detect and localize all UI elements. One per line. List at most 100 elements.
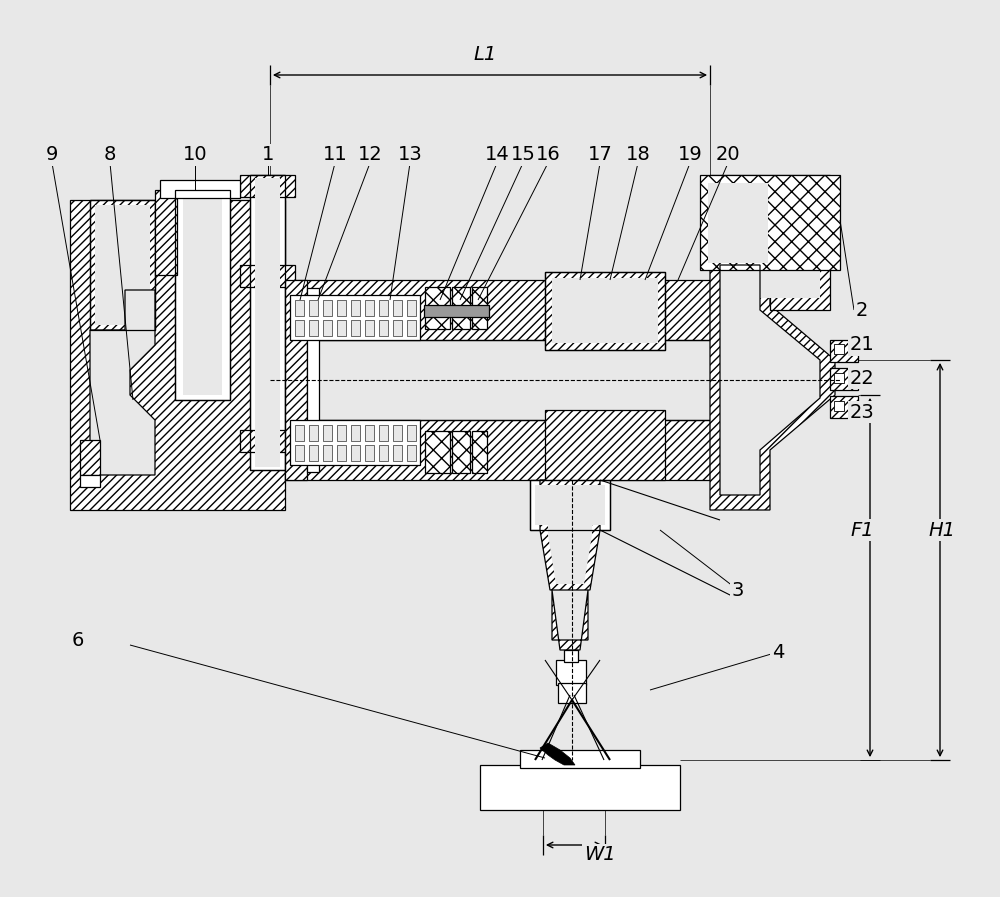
Polygon shape [710, 175, 830, 310]
Text: W1: W1 [584, 846, 616, 865]
Bar [379, 320, 388, 336]
Bar [424, 305, 489, 317]
Text: 22: 22 [850, 369, 874, 388]
Bar [545, 272, 665, 350]
Bar [393, 445, 402, 461]
Bar [95, 205, 150, 325]
Polygon shape [90, 290, 155, 475]
Text: 2: 2 [856, 300, 868, 319]
Bar [295, 425, 304, 441]
Bar [80, 440, 100, 475]
Bar [351, 445, 360, 461]
Bar [700, 175, 840, 270]
Text: 14: 14 [485, 145, 509, 164]
Bar [393, 300, 402, 316]
Bar [285, 280, 710, 340]
Text: 21: 21 [850, 335, 874, 354]
Text: 4: 4 [772, 642, 784, 661]
Bar [564, 650, 578, 662]
Bar [393, 425, 402, 441]
Bar [323, 425, 332, 441]
Text: L1: L1 [473, 46, 497, 65]
Text: 6: 6 [72, 631, 84, 649]
Bar [556, 660, 586, 685]
Bar [290, 295, 420, 340]
Bar [337, 425, 346, 441]
Bar [830, 396, 858, 418]
Bar [558, 683, 586, 703]
Bar [530, 480, 610, 530]
Bar [309, 300, 318, 316]
Polygon shape [540, 480, 600, 590]
Bar [285, 280, 307, 480]
Text: 20: 20 [716, 145, 740, 164]
Polygon shape [710, 250, 835, 510]
Bar [365, 425, 374, 441]
Bar [175, 190, 230, 400]
Text: 19: 19 [678, 145, 702, 164]
Bar [379, 425, 388, 441]
Text: 13: 13 [398, 145, 422, 164]
Bar [250, 175, 285, 470]
Bar [452, 431, 470, 473]
Bar [365, 320, 374, 336]
Bar [407, 445, 416, 461]
Polygon shape [720, 185, 820, 298]
Text: 10: 10 [183, 145, 207, 164]
Bar [365, 445, 374, 461]
Polygon shape [552, 590, 588, 650]
Bar [240, 175, 295, 197]
Text: 1: 1 [262, 145, 274, 164]
Bar [452, 287, 470, 329]
Bar [830, 368, 858, 390]
Text: 11: 11 [323, 145, 347, 164]
Bar [834, 401, 844, 411]
Bar [307, 288, 319, 472]
Bar [323, 445, 332, 461]
Bar [351, 320, 360, 336]
Bar [480, 765, 680, 810]
Bar [351, 425, 360, 441]
Bar [545, 272, 665, 350]
Bar [379, 300, 388, 316]
Bar [285, 340, 710, 420]
Text: 18: 18 [626, 145, 650, 164]
Bar [834, 344, 844, 354]
Bar [425, 431, 450, 473]
Bar [295, 445, 304, 461]
Bar [295, 300, 304, 316]
Bar [393, 320, 402, 336]
Bar [309, 425, 318, 441]
Bar [155, 190, 177, 275]
Bar [365, 300, 374, 316]
Bar [708, 183, 768, 263]
Bar [80, 475, 100, 487]
Bar [255, 178, 280, 467]
Bar [530, 480, 610, 530]
Bar [285, 420, 710, 480]
Bar [323, 300, 332, 316]
Polygon shape [548, 487, 592, 584]
Bar [240, 265, 295, 287]
Bar [520, 750, 640, 768]
Bar [337, 300, 346, 316]
Bar [183, 195, 222, 395]
Text: H1: H1 [928, 520, 956, 539]
Bar [545, 410, 665, 480]
Bar [250, 175, 285, 470]
Bar [337, 445, 346, 461]
Bar [407, 300, 416, 316]
Bar [90, 200, 155, 330]
Text: 15: 15 [511, 145, 535, 164]
Bar [323, 320, 332, 336]
Bar [337, 320, 346, 336]
Bar [407, 320, 416, 336]
Text: 17: 17 [588, 145, 612, 164]
Polygon shape [540, 743, 575, 765]
Text: 3: 3 [732, 580, 744, 599]
Text: 23: 23 [850, 403, 874, 422]
Text: 16: 16 [536, 145, 560, 164]
Bar [309, 445, 318, 461]
Bar [290, 420, 420, 465]
Bar [834, 373, 844, 383]
